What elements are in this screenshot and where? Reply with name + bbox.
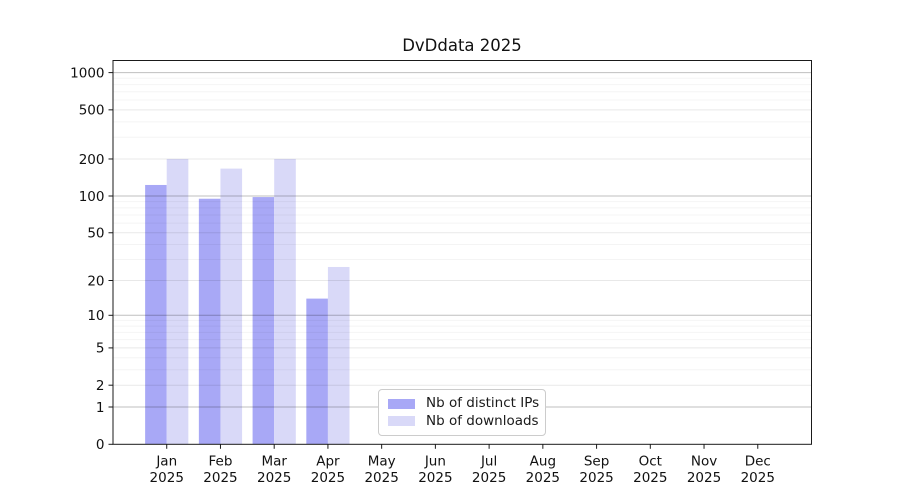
x-tick-label-year: 2025 (741, 470, 775, 486)
x-tick-label-year: 2025 (364, 470, 398, 486)
y-tick-label: 10 (87, 308, 104, 324)
x-tick-label-year: 2025 (526, 470, 560, 486)
y-tick-label: 200 (79, 152, 105, 168)
x-tick-label-month: Mar (261, 453, 287, 469)
x-tick-label-year: 2025 (633, 470, 667, 486)
x-tick-label-month: Apr (316, 453, 340, 469)
y-tick-label: 20 (87, 273, 104, 289)
x-tick-label-month: Jun (424, 453, 446, 469)
x-tick-label-year: 2025 (150, 470, 184, 486)
bar-distinct-ips-jan (145, 184, 167, 445)
x-tick-label-month: Aug (530, 453, 556, 469)
x-tick-label-month: Nov (691, 453, 717, 469)
bar-distinct-ips-apr (306, 298, 328, 445)
x-tick-label-year: 2025 (687, 470, 721, 486)
legend-swatch-distinct-ips (388, 398, 415, 409)
x-tick-label-year: 2025 (257, 470, 291, 486)
y-tick-label: 1000 (70, 65, 104, 81)
y-tick-label: 100 (79, 189, 105, 205)
plot-border (112, 60, 812, 445)
bar-downloads-mar (274, 158, 296, 445)
x-tick-label-month: Feb (209, 453, 233, 469)
bar-distinct-ips-feb (198, 198, 221, 445)
x-tick-label-year: 2025 (311, 470, 345, 486)
y-tick-label: 50 (87, 226, 104, 242)
x-tick-label-month: May (368, 453, 396, 469)
x-tick-label-year: 2025 (579, 470, 613, 486)
bar-downloads-feb (220, 168, 243, 445)
x-tick-label-year: 2025 (418, 470, 452, 486)
bar-downloads-jan (166, 158, 189, 445)
legend-swatch-downloads (388, 416, 415, 427)
x-tick-label-month: Jan (155, 453, 177, 469)
y-tick-label: 0 (96, 437, 105, 453)
y-tick-label: 500 (79, 103, 105, 119)
legend-item-distinct-ips: Nb of distinct IPs (388, 395, 540, 411)
legend: Nb of distinct IPs Nb of downloads (378, 389, 546, 436)
bar-distinct-ips-mar (252, 197, 275, 445)
x-tick-label-month: Oct (639, 453, 662, 469)
y-tick-label: 1 (96, 400, 105, 416)
y-tick-label: 5 (96, 341, 105, 357)
legend-item-downloads: Nb of downloads (388, 412, 539, 429)
x-tick-label-month: Dec (745, 453, 771, 469)
y-tick-label: 2 (96, 378, 105, 394)
x-tick-label-year: 2025 (203, 470, 237, 486)
x-tick-label-month: Sep (584, 453, 609, 469)
x-tick-label-year: 2025 (472, 470, 506, 486)
bar-downloads-apr (327, 266, 350, 445)
x-tick-label-month: Jul (480, 453, 497, 469)
chart-title: DvDdata 2025 (402, 36, 522, 55)
legend-label-downloads: Nb of downloads (426, 412, 539, 429)
legend-label-distinct-ips: Nb of distinct IPs (426, 395, 540, 411)
